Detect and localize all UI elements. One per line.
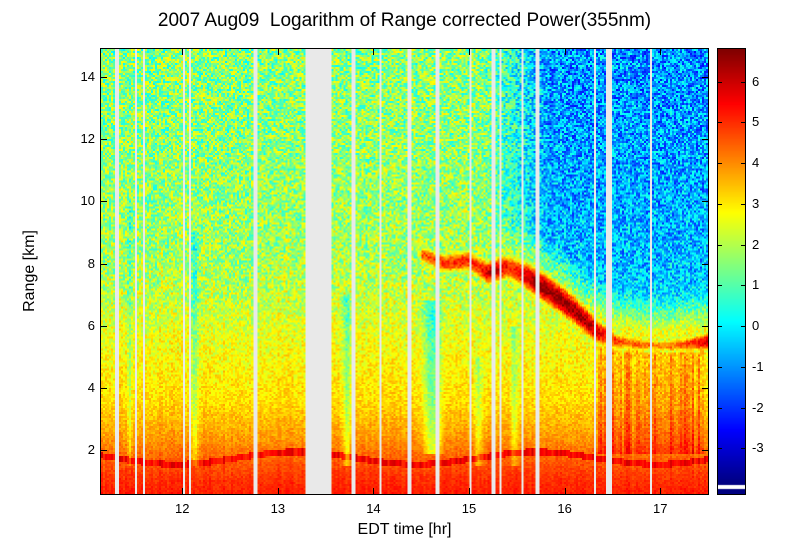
colorbar-canvas — [718, 49, 745, 494]
x-tick-label: 17 — [652, 501, 668, 516]
y-tick-label: 8 — [87, 255, 95, 271]
colorbar-tick-label: 3 — [752, 195, 760, 211]
x-axis-label: EDT time [hr] — [357, 521, 452, 538]
colorbar-tick-label: 4 — [752, 155, 760, 171]
colorbar-tick-label: 2 — [752, 236, 760, 252]
colorbar-tick-label: -3 — [752, 440, 764, 456]
y-tick-label: 14 — [80, 69, 95, 84]
colorbar-tick-label: 6 — [752, 73, 760, 89]
colorbar-tick-label: 1 — [752, 277, 760, 293]
x-tick-label: 15 — [461, 501, 477, 516]
colorbar-tick-label: -2 — [752, 399, 764, 415]
x-tick-label: 12 — [175, 501, 190, 516]
x-tick-label: 13 — [270, 501, 286, 516]
y-axis-label: Range [km] — [21, 230, 38, 312]
x-tick-label: 14 — [366, 501, 381, 516]
y-tick-label: 6 — [87, 317, 95, 333]
heatmap-canvas — [101, 49, 708, 494]
colorbar-tick-label: 5 — [752, 114, 760, 130]
y-tick-label: 12 — [80, 131, 95, 147]
y-tick-label: 10 — [80, 193, 95, 209]
plot-area — [100, 48, 709, 495]
y-tick-label: 2 — [87, 442, 95, 458]
colorbar-tick-label: 0 — [752, 318, 760, 334]
chart-title: 2007 Aug09 Logarithm of Range corrected … — [157, 10, 652, 31]
y-tick-label: 4 — [87, 380, 95, 396]
colorbar-tick-label: -1 — [752, 358, 764, 374]
x-tick-label: 16 — [557, 501, 572, 516]
colorbar — [717, 48, 746, 495]
